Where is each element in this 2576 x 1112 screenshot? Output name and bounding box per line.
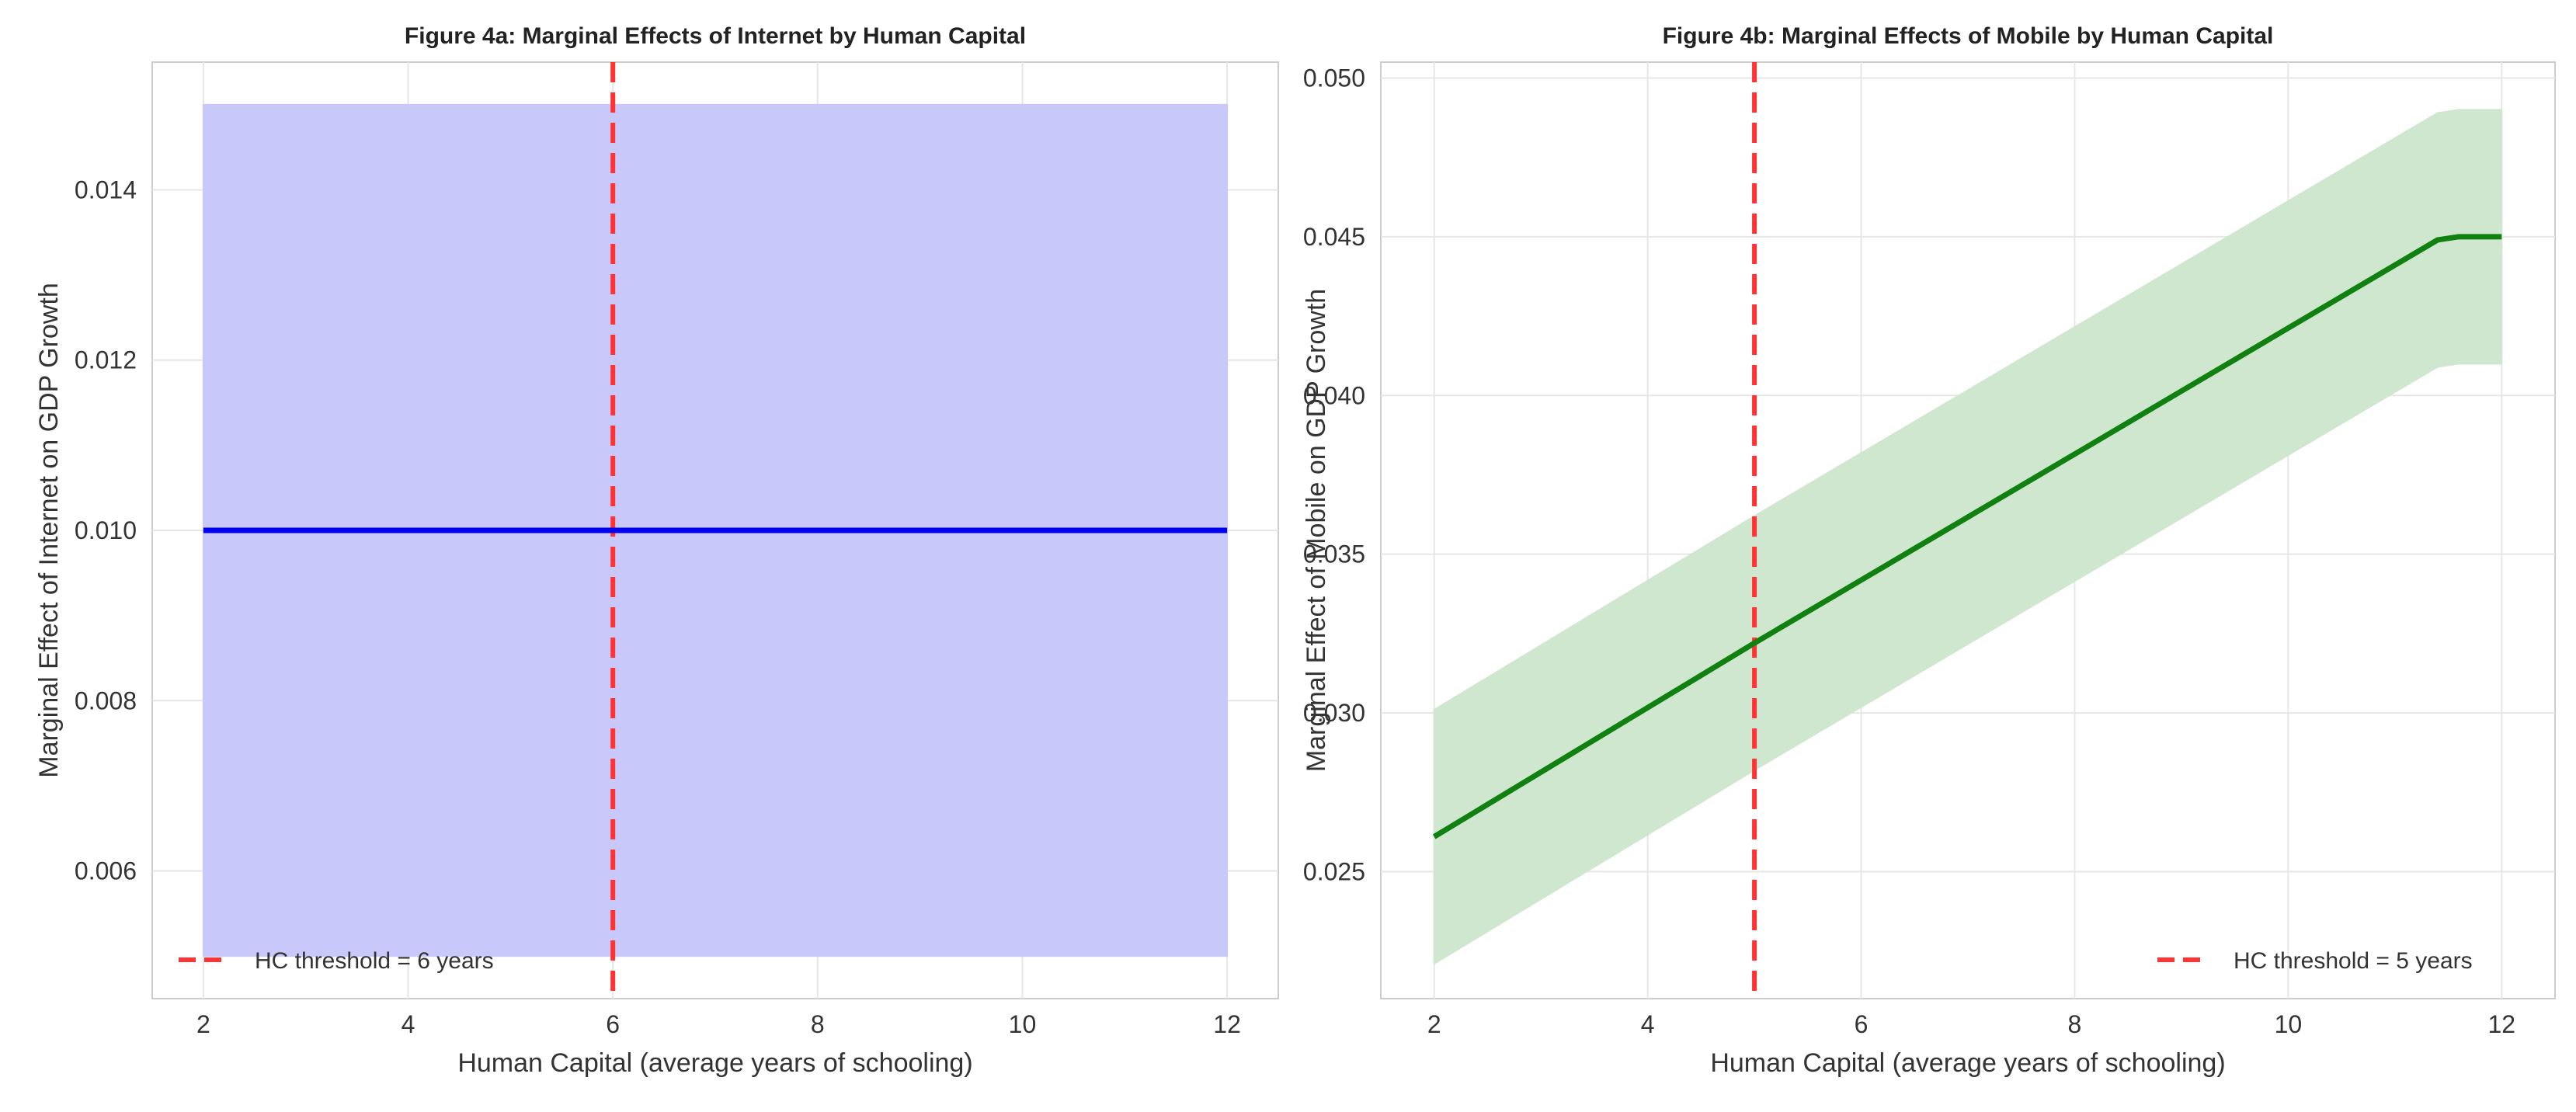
chart-a-x-tick-label: 10	[1009, 1010, 1037, 1038]
chart-b-x-axis-label: Human Capital (average years of schoolin…	[1710, 1048, 2225, 1078]
chart-a-x-ticks: 2 4 6 8 10 12	[196, 1010, 1241, 1038]
chart-b-y-tick-label: 0.045	[1303, 223, 1365, 251]
chart-a-x-tick-label: 6	[606, 1010, 620, 1038]
chart-b-x-tick-label: 12	[2487, 1010, 2515, 1038]
chart-a-x-tick-label: 2	[196, 1010, 210, 1038]
chart-a-x-tick-label: 8	[811, 1010, 825, 1038]
chart-b-x-tick-label: 2	[1427, 1010, 1441, 1038]
chart-a-x-tick-label: 4	[402, 1010, 415, 1038]
chart-a-y-tick-label: 0.014	[75, 175, 137, 203]
chart-b-y-axis-label: Marginal Effect of Mobile on GDP Growth	[1302, 289, 1331, 772]
chart-b-x-tick-label: 8	[2068, 1010, 2082, 1038]
chart-a-y-tick-label: 0.006	[75, 857, 137, 885]
chart-a-y-tick-label: 0.010	[75, 516, 137, 544]
chart-a-x-tick-label: 12	[1213, 1010, 1241, 1038]
chart-a-y-tick-label: 0.012	[75, 346, 137, 374]
chart-a-y-tick-label: 0.008	[75, 686, 137, 714]
chart-b-x-ticks: 2 4 6 8 10 12	[1427, 1010, 2515, 1038]
chart-b-x-tick-label: 4	[1641, 1010, 1655, 1038]
chart-a-x-axis-label: Human Capital (average years of schoolin…	[457, 1048, 972, 1078]
chart-a-y-ticks: 0.006 0.008 0.010 0.012 0.014	[75, 175, 137, 884]
chart-a-title: Figure 4a: Marginal Effects of Internet …	[405, 23, 1026, 49]
chart-b-x-tick-label: 6	[1855, 1010, 1869, 1038]
chart-b-x-tick-label: 10	[2275, 1010, 2303, 1038]
chart-b-legend-label: HC threshold = 5 years	[2234, 948, 2473, 974]
chart-b: 2 4 6 8 10 12 0.0250.0300.0350.0400.0450.050 …	[1302, 23, 2555, 1078]
chart-b-y-tick-label: 0.025	[1303, 857, 1365, 885]
chart-b-y-tick-label: 0.050	[1303, 64, 1365, 92]
chart-a-legend-label: HC threshold = 6 years	[255, 948, 494, 974]
chart-b-title: Figure 4b: Marginal Effects of Mobile by…	[1663, 23, 2274, 49]
chart-a: 2 4 6 8 10 12 0.006 0.008 0.010 0.012 0.014 Figur…	[34, 23, 1278, 1078]
chart-a-y-axis-label: Marginal Effect of Internet on GDP Growt…	[34, 283, 64, 778]
